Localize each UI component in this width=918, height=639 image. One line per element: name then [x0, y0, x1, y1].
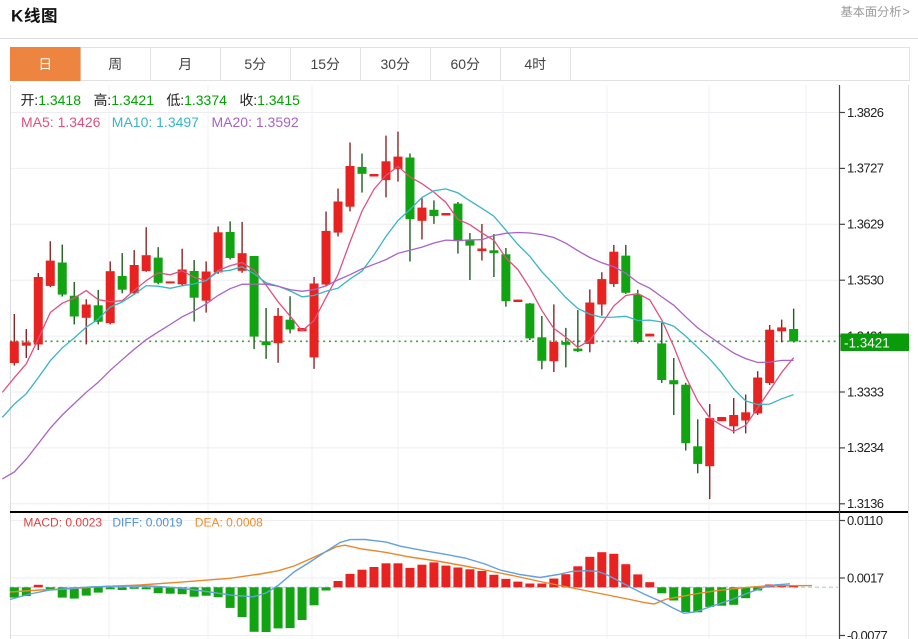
svg-text::1.3421: :1.3421: [107, 92, 154, 108]
svg-text:1.3530: 1.3530: [847, 273, 884, 288]
svg-text:1.3136: 1.3136: [847, 496, 884, 511]
svg-text:15: 15: [310, 56, 326, 72]
svg-text:0.0110: 0.0110: [847, 513, 883, 528]
svg-text:-1.3421: -1.3421: [844, 336, 890, 351]
svg-text:1.3234: 1.3234: [847, 440, 884, 455]
svg-text:30: 30: [380, 56, 396, 72]
svg-text::1.3374: :1.3374: [180, 92, 227, 108]
svg-text:60: 60: [450, 56, 466, 72]
svg-text:4: 4: [524, 56, 532, 72]
svg-text:>: >: [903, 5, 910, 19]
svg-text:K: K: [11, 7, 24, 26]
svg-text:5: 5: [244, 56, 252, 72]
svg-text:1.3727: 1.3727: [847, 161, 884, 176]
svg-text:1.3333: 1.3333: [847, 384, 884, 399]
svg-text:-0.0077: -0.0077: [847, 628, 888, 639]
svg-text:0.0017: 0.0017: [847, 570, 884, 585]
svg-text:1.3826: 1.3826: [847, 105, 884, 120]
svg-text::1.3418: :1.3418: [34, 92, 81, 108]
svg-text::1.3415: :1.3415: [253, 92, 300, 108]
svg-text:1.3629: 1.3629: [847, 217, 884, 232]
